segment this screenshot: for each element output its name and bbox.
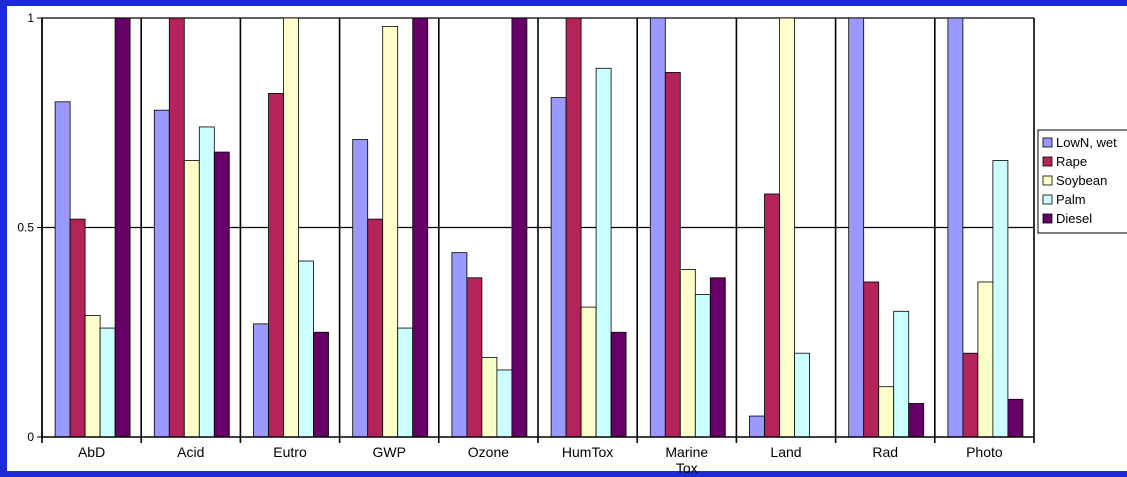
bar: [779, 17, 795, 438]
category-label: Rad: [872, 444, 898, 460]
bar: [664, 72, 681, 438]
bar: [610, 331, 627, 438]
category-label-line: Acid: [177, 444, 204, 460]
legend-label: Diesel: [1056, 211, 1092, 226]
bar: [893, 310, 910, 438]
legend-swatch: [1042, 213, 1053, 224]
bar: [283, 17, 299, 438]
bar: [580, 306, 597, 438]
bar: [764, 193, 780, 438]
category-label-line: Marine: [665, 444, 708, 460]
bar: [878, 386, 895, 438]
category-label-line: Land: [770, 444, 801, 460]
bar: [977, 281, 994, 438]
category-label: Marine Tox: [665, 444, 708, 476]
category-label: AbD: [78, 444, 105, 460]
bar: [694, 294, 711, 438]
category-label: Eutro: [273, 444, 307, 460]
bar: [298, 260, 314, 438]
category-label: GWP: [372, 444, 405, 460]
legend-label: Soybean: [1056, 173, 1107, 188]
legend-swatch: [1042, 194, 1053, 205]
legend-swatch: [1042, 156, 1053, 167]
bar: [565, 17, 582, 438]
bar: [649, 17, 666, 438]
bar: [481, 356, 498, 438]
bar: [253, 323, 269, 438]
bar: [947, 17, 964, 438]
bar: [749, 415, 765, 438]
legend-swatch: [1042, 137, 1053, 148]
bar: [451, 252, 468, 438]
bar: [268, 93, 284, 438]
bar: [794, 352, 810, 438]
category-label-line: Eutro: [273, 444, 307, 460]
category-label: Land: [770, 444, 801, 460]
bar: [54, 101, 71, 438]
category-label-line: HumTox: [562, 444, 613, 460]
bar: [168, 17, 185, 438]
bar: [496, 369, 513, 438]
bar: [709, 277, 726, 438]
legend-label: Rape: [1056, 154, 1087, 169]
category-label-line: Rad: [872, 444, 898, 460]
bar: [962, 352, 979, 438]
legend-box: [1037, 129, 1127, 234]
bar: [466, 277, 483, 438]
bar: [84, 315, 101, 438]
bar: [213, 151, 230, 438]
y-tick-label: 1: [27, 11, 34, 25]
y-tick-label: 0.5: [17, 221, 34, 235]
bar: [511, 17, 528, 438]
category-label: Photo: [966, 444, 1003, 460]
bar: [992, 160, 1009, 438]
bar: [550, 97, 567, 438]
bar: [198, 126, 215, 438]
bar: [367, 218, 384, 438]
bar: [382, 25, 399, 438]
bar: [183, 160, 200, 438]
category-label-line: Tox: [676, 460, 698, 476]
category-label-line: Ozone: [468, 444, 509, 460]
bar: [412, 17, 429, 438]
y-tick-label: 0: [27, 430, 34, 444]
category-label: Acid: [177, 444, 204, 460]
bar: [153, 109, 170, 438]
legend-swatch: [1042, 175, 1053, 186]
category-label-line: Photo: [966, 444, 1003, 460]
bar: [848, 17, 865, 438]
bar: [114, 17, 131, 438]
category-label-line: AbD: [78, 444, 105, 460]
legend-label: LowN, wet: [1056, 135, 1117, 150]
bar: [352, 139, 369, 438]
bar: [69, 218, 86, 438]
bar: [595, 67, 612, 438]
category-label: HumTox: [562, 444, 613, 460]
category-label-line: GWP: [372, 444, 405, 460]
bar: [99, 327, 116, 438]
bar: [908, 403, 925, 438]
category-label: Ozone: [468, 444, 509, 460]
bar: [1007, 398, 1024, 438]
bar: [313, 331, 329, 438]
bar: [863, 281, 880, 438]
bar: [679, 268, 696, 438]
legend-label: Palm: [1056, 192, 1086, 207]
bar: [397, 327, 414, 438]
